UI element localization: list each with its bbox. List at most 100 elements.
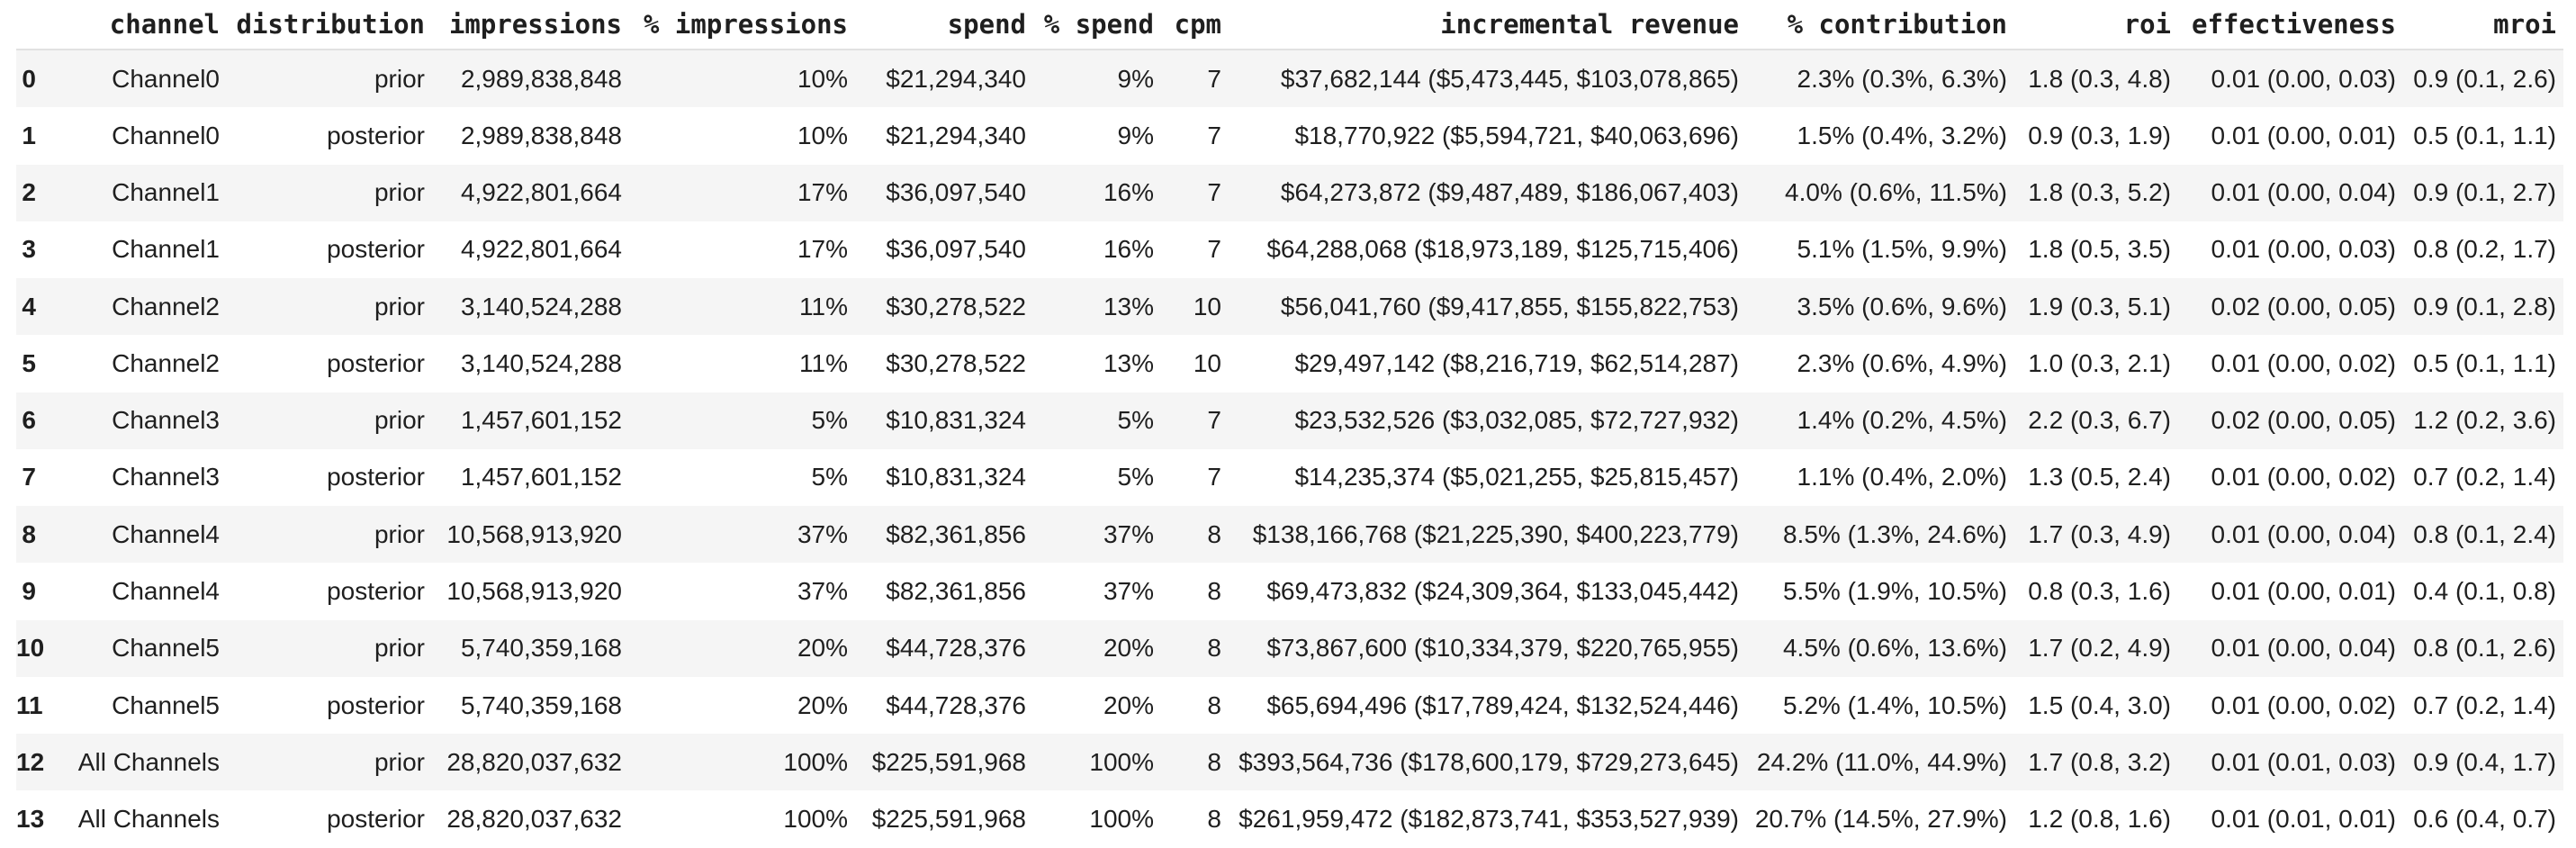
cell-pct-spend: 20% (1103, 690, 1154, 719)
cell-pct-spend: 16% (1103, 235, 1154, 264)
cell-pct-impressions: 17% (797, 178, 848, 207)
cell-cpm: 7 (1207, 121, 1221, 149)
cell-distribution: prior (374, 634, 425, 663)
cell-cpm: 8 (1207, 577, 1221, 606)
cell-cpm: 8 (1207, 519, 1221, 548)
cell-roi: 1.7 (0.3, 4.9) (2028, 519, 2171, 548)
cell-distribution: prior (374, 292, 425, 320)
cell-impressions: 5,740,359,168 (460, 690, 622, 719)
column-header-channel: channel (41, 0, 227, 50)
cell-pct-contribution: 4.0% (0.6%, 11.5%) (1785, 178, 2007, 207)
cell-impressions: 4,922,801,664 (460, 178, 622, 207)
cell-roi: 0.8 (0.3, 1.6) (2028, 577, 2171, 606)
cell-roi: 1.8 (0.3, 4.8) (2028, 64, 2171, 93)
cell-mroi: 0.8 (0.1, 2.6) (2413, 634, 2556, 663)
table-body: 0 Channel0 prior 2,989,838,848 10% $21,294,34… (16, 50, 2563, 848)
cell-impressions: 2,989,838,848 (460, 64, 622, 93)
cell-incremental-revenue: $64,273,872 ($9,487,489, $186,067,403) (1280, 178, 1739, 207)
cell-distribution: posterior (327, 348, 425, 377)
column-header-roi: roi (2014, 0, 2178, 50)
table-row: 5 Channel2 posterior 3,140,524,288 11% $30,27… (16, 335, 2563, 392)
cell-cpm: 8 (1207, 690, 1221, 719)
cell-effectiveness: 0.01 (0.00, 0.02) (2211, 348, 2396, 377)
cell-pct-contribution: 8.5% (1.3%, 24.6%) (1782, 519, 2007, 548)
cell-impressions: 28,820,037,632 (446, 805, 622, 834)
table-row: 10 Channel5 prior 5,740,359,168 20% $44,728,3… (16, 619, 2563, 677)
row-index: 7 (22, 463, 36, 492)
cell-distribution: posterior (327, 577, 425, 606)
cell-channel: Channel4 (112, 519, 220, 548)
cell-cpm: 7 (1207, 64, 1221, 93)
cell-channel: Channel5 (112, 690, 220, 719)
cell-roi: 2.2 (0.3, 6.7) (2028, 406, 2171, 435)
cell-distribution: posterior (327, 121, 425, 149)
cell-incremental-revenue: $29,497,142 ($8,216,719, $62,514,287) (1294, 348, 1739, 377)
cell-roi: 1.7 (0.2, 4.9) (2028, 634, 2171, 663)
cell-pct-contribution: 20.7% (14.5%, 27.9%) (1754, 805, 2007, 834)
cell-pct-spend: 16% (1103, 178, 1154, 207)
column-header-spend: spend (855, 0, 1033, 50)
cell-roi: 1.0 (0.3, 2.1) (2028, 348, 2171, 377)
cell-incremental-revenue: $37,682,144 ($5,473,445, $103,078,865) (1280, 64, 1739, 93)
cell-pct-spend: 37% (1103, 519, 1154, 548)
table-row: 2 Channel1 prior 4,922,801,664 17% $36,097,54… (16, 164, 2563, 221)
cell-channel: Channel3 (112, 463, 220, 492)
cell-impressions: 1,457,601,152 (460, 463, 622, 492)
column-header-impressions: impressions (432, 0, 629, 50)
cell-incremental-revenue: $69,473,832 ($24,309,364, $133,045,442) (1266, 577, 1739, 606)
cell-spend: $44,728,376 (886, 690, 1026, 719)
cell-effectiveness: 0.01 (0.00, 0.04) (2211, 519, 2396, 548)
cell-mroi: 0.7 (0.2, 1.4) (2413, 463, 2556, 492)
row-index: 1 (22, 121, 36, 149)
column-header-pct-impressions: % impressions (629, 0, 855, 50)
row-index: 6 (22, 406, 36, 435)
cell-incremental-revenue: $56,041,760 ($9,417,855, $155,822,753) (1280, 292, 1739, 320)
cell-pct-spend: 13% (1103, 292, 1154, 320)
cell-cpm: 7 (1207, 235, 1221, 264)
cell-mroi: 0.5 (0.1, 1.1) (2413, 121, 2556, 149)
cell-roi: 1.2 (0.8, 1.6) (2028, 805, 2171, 834)
row-index: 0 (22, 64, 36, 93)
cell-spend: $30,278,522 (886, 292, 1026, 320)
cell-impressions: 3,140,524,288 (460, 292, 622, 320)
cell-pct-impressions: 10% (797, 64, 848, 93)
cell-distribution: posterior (327, 463, 425, 492)
cell-spend: $21,294,340 (886, 121, 1026, 149)
cell-pct-impressions: 5% (811, 463, 848, 492)
column-header-mroi: mroi (2403, 0, 2563, 50)
column-header-cpm: cpm (1161, 0, 1229, 50)
cell-cpm: 8 (1207, 634, 1221, 663)
cell-distribution: posterior (327, 235, 425, 264)
cell-impressions: 2,989,838,848 (460, 121, 622, 149)
cell-pct-spend: 13% (1103, 348, 1154, 377)
cell-channel: Channel0 (112, 121, 220, 149)
cell-pct-impressions: 37% (797, 519, 848, 548)
cell-pct-spend: 5% (1117, 463, 1154, 492)
cell-incremental-revenue: $73,867,600 ($10,334,379, $220,765,955) (1266, 634, 1739, 663)
cell-impressions: 10,568,913,920 (446, 519, 622, 548)
cell-pct-impressions: 11% (799, 292, 848, 320)
cell-channel: Channel1 (112, 178, 220, 207)
column-header-incremental-revenue: incremental revenue (1229, 0, 1746, 50)
cell-channel: All Channels (77, 747, 220, 776)
cell-pct-contribution: 1.1% (0.4%, 2.0%) (1797, 463, 2007, 492)
cell-pct-impressions: 10% (797, 121, 848, 149)
cell-pct-spend: 37% (1103, 577, 1154, 606)
cell-spend: $225,591,968 (871, 805, 1026, 834)
cell-impressions: 10,568,913,920 (446, 577, 622, 606)
cell-pct-contribution: 2.3% (0.3%, 6.3%) (1797, 64, 2007, 93)
cell-pct-contribution: 1.4% (0.2%, 4.5%) (1797, 406, 2007, 435)
table-row: 1 Channel0 posterior 2,989,838,848 10% $21,29… (16, 107, 2563, 165)
table-row: 11 Channel5 posterior 5,740,359,168 20% $44,7… (16, 676, 2563, 735)
cell-incremental-revenue: $65,694,496 ($17,789,424, $132,524,446) (1266, 690, 1739, 719)
table-row: 3 Channel1 posterior 4,922,801,664 17% $36,09… (16, 221, 2563, 279)
cell-spend: $44,728,376 (886, 634, 1026, 663)
cell-distribution: prior (374, 519, 425, 548)
cell-effectiveness: 0.01 (0.00, 0.02) (2211, 463, 2396, 492)
cell-pct-contribution: 5.5% (1.9%, 10.5%) (1782, 577, 2007, 606)
cell-pct-impressions: 11% (799, 348, 848, 377)
cell-cpm: 8 (1207, 805, 1221, 834)
cell-spend: $225,591,968 (871, 747, 1026, 776)
cell-roi: 1.5 (0.4, 3.0) (2028, 690, 2171, 719)
cell-impressions: 3,140,524,288 (460, 348, 622, 377)
